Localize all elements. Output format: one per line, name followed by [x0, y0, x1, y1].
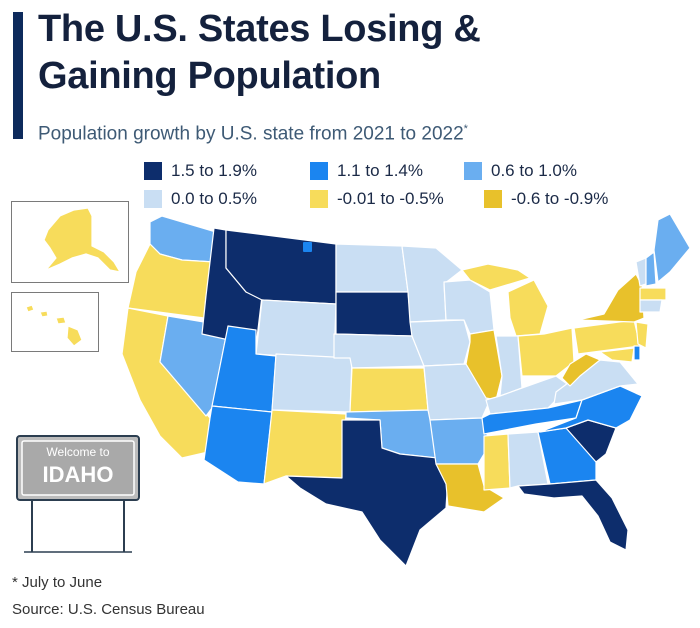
legend-label-2: 1.1 to 1.4%	[337, 161, 424, 180]
state-connecticut-ri	[639, 299, 663, 313]
state-maryland	[599, 347, 635, 363]
sign-welcome-text: Welcome to	[46, 445, 109, 459]
legend-label-3: 0.6 to 1.0%	[491, 161, 578, 180]
state-hawaii-oahu	[39, 310, 49, 318]
legend-swatch-5	[310, 190, 328, 208]
hawaii-inset-frame	[11, 292, 99, 352]
subtitle: Population growth by U.S. state from 202…	[38, 117, 468, 146]
legend-item-1: 1.5 to 1.9%	[144, 161, 257, 181]
state-massachusetts	[639, 287, 667, 301]
title-line-2: Gaining Population	[38, 55, 381, 97]
subtitle-text: Population growth by U.S. state from 202…	[38, 123, 464, 145]
legend-swatch-3	[464, 162, 482, 180]
state-north-dakota	[335, 243, 409, 293]
state-arkansas	[429, 417, 491, 465]
state-hawaii-maui	[55, 316, 67, 325]
footnote: * July to June	[12, 574, 103, 591]
state-michigan-upper	[461, 263, 531, 291]
legend-item-6: -0.6 to -0.9%	[484, 189, 608, 209]
statista-logo-icon	[303, 242, 312, 252]
state-texas	[285, 419, 449, 567]
state-hawaii-big	[66, 325, 83, 347]
state-new-mexico	[263, 409, 347, 485]
state-delaware	[633, 345, 641, 361]
legend-swatch-2	[310, 162, 328, 180]
state-new-jersey	[635, 321, 649, 349]
sign-state-text: IDAHO	[43, 462, 114, 487]
subtitle-footnote-mark: *	[463, 123, 468, 135]
state-kansas	[349, 367, 429, 413]
state-alaska	[43, 207, 121, 273]
legend-item-4: 0.0 to 0.5%	[144, 189, 257, 209]
title-accent-bar	[13, 12, 23, 139]
state-new-york	[577, 273, 645, 323]
state-new-hampshire	[645, 251, 657, 287]
state-hawaii-kauai	[25, 304, 35, 313]
legend-label-4: 0.0 to 0.5%	[171, 189, 258, 208]
legend-item-2: 1.1 to 1.4%	[310, 161, 423, 181]
state-arizona	[203, 405, 273, 485]
legend-label-5: -0.01 to -0.5%	[337, 189, 444, 208]
state-florida	[517, 479, 629, 551]
idaho-welcome-sign: Welcome to IDAHO	[16, 435, 140, 553]
state-south-dakota	[335, 291, 413, 337]
state-louisiana	[435, 463, 505, 513]
state-colorado	[271, 353, 353, 413]
source: Source: U.S. Census Bureau	[12, 601, 205, 618]
sign-inner-border	[21, 440, 135, 496]
state-indiana	[495, 335, 523, 397]
legend-label-1: 1.5 to 1.9%	[171, 161, 258, 180]
title-line-1: The U.S. States Losing &	[38, 8, 481, 50]
legend-swatch-4	[144, 190, 162, 208]
page-title: The U.S. States Losing & Gaining Populat…	[38, 6, 481, 100]
legend-swatch-1	[144, 162, 162, 180]
state-maine	[653, 213, 691, 283]
state-mississippi	[483, 433, 511, 491]
legend-item-3: 0.6 to 1.0%	[464, 161, 577, 181]
legend-label-6: -0.6 to -0.9%	[511, 189, 609, 208]
state-michigan-lower	[507, 279, 549, 337]
legend-swatch-6	[484, 190, 502, 208]
state-ohio	[517, 327, 575, 377]
state-west-virginia	[561, 353, 601, 387]
state-wyoming	[255, 299, 337, 361]
legend-item-5: -0.01 to -0.5%	[310, 189, 444, 209]
